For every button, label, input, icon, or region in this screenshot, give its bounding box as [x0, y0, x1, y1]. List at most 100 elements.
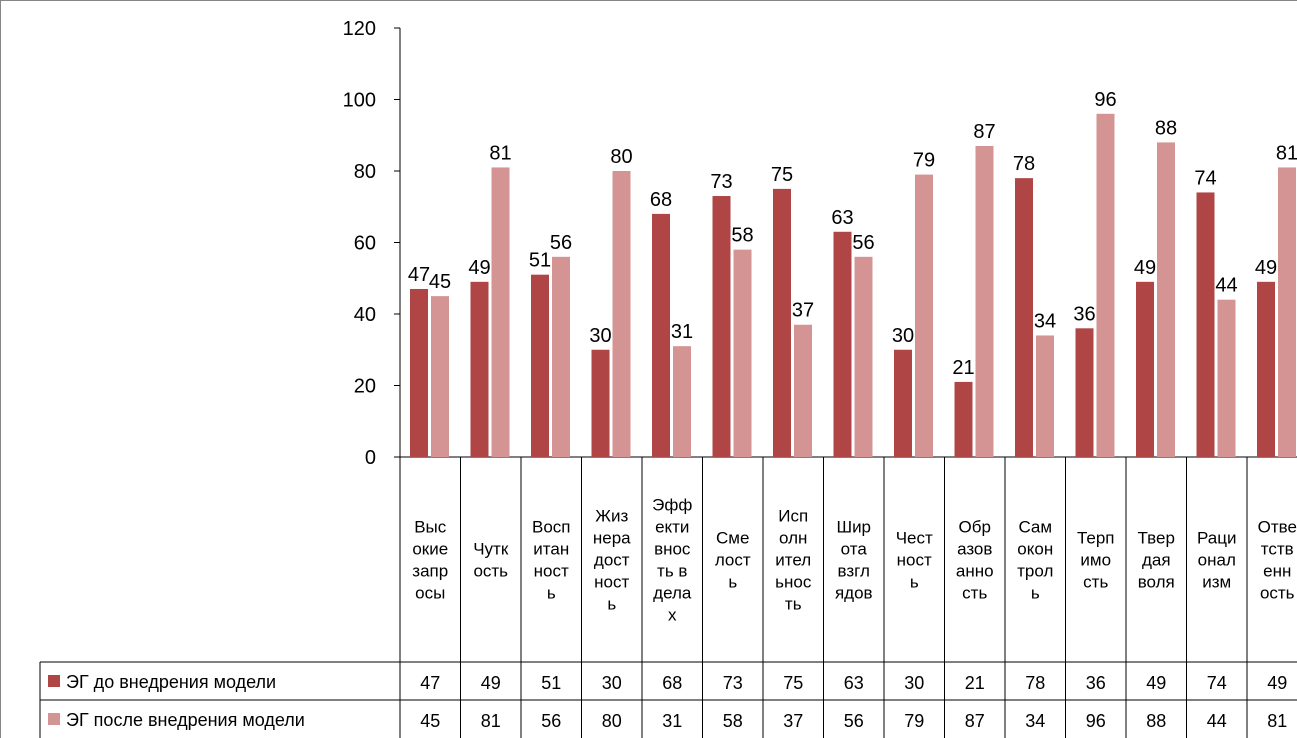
category-label: имо — [1080, 551, 1111, 570]
category-label: трол — [1017, 562, 1053, 581]
category-label: ь — [1031, 584, 1040, 603]
data-label: 49 — [1134, 257, 1156, 279]
category-label: окон — [1017, 540, 1053, 559]
bar — [552, 256, 570, 457]
category-label: Чест — [896, 529, 933, 548]
category-label: запр — [412, 562, 448, 581]
data-label: 44 — [1215, 275, 1237, 297]
data-label: 37 — [792, 300, 814, 322]
data-label: 81 — [489, 142, 511, 164]
category-label: ость — [1260, 584, 1295, 603]
category-label: дая — [1142, 551, 1171, 570]
table-cell: 47 — [420, 673, 440, 693]
data-label: 30 — [892, 325, 914, 347]
category-label: ядов — [835, 584, 873, 603]
category-label: внос — [654, 540, 691, 559]
bar — [975, 145, 994, 457]
category-label: ь — [910, 573, 919, 592]
table-cell: 74 — [1207, 673, 1227, 693]
bar — [833, 231, 852, 457]
data-label: 45 — [429, 271, 451, 293]
table-cell: 30 — [904, 673, 924, 693]
data-label: 56 — [550, 232, 572, 254]
category-label: взгл — [838, 562, 870, 581]
legend-swatch — [48, 713, 60, 725]
bar — [652, 213, 670, 457]
table-cell: 87 — [965, 711, 985, 731]
category-label: Эфф — [652, 496, 692, 515]
category-label: Жиз — [595, 507, 628, 526]
category-label: Раци — [1197, 529, 1236, 548]
data-label: 21 — [952, 357, 974, 379]
legend-label: ЭГ до внедрения модели — [66, 672, 276, 692]
bar — [954, 381, 973, 457]
y-tick-label: 20 — [354, 376, 376, 398]
category-label: ь — [728, 573, 737, 592]
data-label: 47 — [408, 264, 430, 286]
category-label: Восп — [532, 518, 571, 537]
bar — [915, 174, 933, 457]
bar — [531, 274, 549, 457]
category-label: х — [668, 606, 677, 625]
data-label: 87 — [973, 121, 995, 143]
table-cell: 49 — [1146, 673, 1166, 693]
table-cell: 21 — [965, 673, 985, 693]
data-label: 58 — [731, 225, 753, 247]
y-tick-label: 80 — [354, 161, 376, 183]
category-label: ь — [607, 595, 616, 614]
category-label: воля — [1138, 573, 1175, 592]
category-label: Исп — [778, 507, 808, 526]
table-cell: 81 — [1267, 711, 1287, 731]
data-label: 36 — [1073, 303, 1095, 325]
y-tick-label: 40 — [354, 304, 376, 326]
bar — [1136, 281, 1154, 457]
data-label: 34 — [1034, 310, 1056, 332]
bar — [431, 296, 449, 457]
category-label: онал — [1198, 551, 1236, 570]
category-label: осы — [415, 584, 445, 603]
category-label: Твер — [1138, 529, 1175, 548]
table-cell: 78 — [1025, 673, 1045, 693]
bar — [1157, 142, 1175, 457]
data-label: 63 — [831, 207, 853, 229]
category-label: окие — [412, 540, 448, 559]
category-label: ть в — [657, 562, 687, 581]
category-label: лост — [715, 551, 751, 570]
category-label: ь — [547, 584, 556, 603]
data-label: 81 — [1276, 142, 1297, 164]
table-cell: 96 — [1086, 711, 1106, 731]
bar — [410, 288, 428, 457]
category-label: ость — [473, 562, 508, 581]
data-label: 88 — [1155, 117, 1177, 139]
table-cell: 37 — [783, 711, 803, 731]
category-label: анно — [956, 562, 994, 581]
table-cell: 63 — [844, 673, 864, 693]
bar — [1075, 328, 1094, 457]
table-cell: 56 — [844, 711, 864, 731]
data-label: 51 — [529, 250, 551, 272]
bar — [1278, 167, 1296, 458]
category-label: изм — [1202, 573, 1231, 592]
data-label: 75 — [771, 164, 793, 186]
bar — [1217, 299, 1236, 457]
legend-swatch — [48, 675, 60, 687]
category-label: екти — [655, 518, 689, 537]
category-label: Обр — [959, 518, 991, 537]
category-label: итан — [533, 540, 569, 559]
table-cell: 73 — [723, 673, 743, 693]
data-label: 30 — [589, 325, 611, 347]
bar — [712, 196, 731, 457]
bar — [673, 346, 691, 457]
category-label: Шир — [836, 518, 871, 537]
category-label: енн — [1263, 562, 1291, 581]
table-cell: 34 — [1025, 711, 1045, 731]
table-cell: 31 — [662, 711, 682, 731]
category-label: Терп — [1077, 529, 1115, 548]
table-cell: 49 — [481, 673, 501, 693]
category-label: Сам — [1018, 518, 1052, 537]
y-tick-label: 120 — [343, 18, 376, 40]
category-label: азов — [957, 540, 992, 559]
data-label: 74 — [1194, 167, 1216, 189]
category-label: ност — [897, 551, 932, 570]
